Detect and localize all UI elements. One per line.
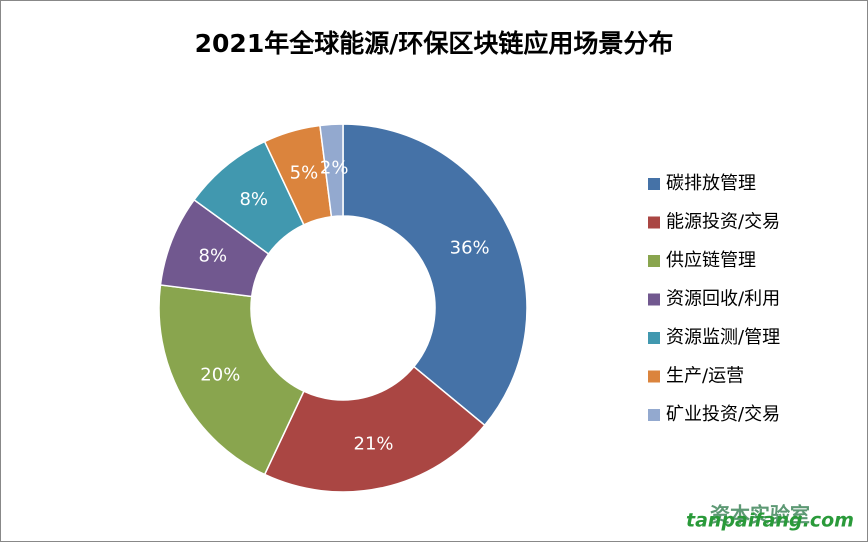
legend-swatch — [648, 178, 660, 190]
data-label: 5% — [290, 163, 319, 184]
donut-slice — [158, 284, 305, 476]
legend-label: 矿业投资/交易 — [666, 404, 780, 425]
legend-swatch — [648, 332, 660, 344]
data-label: 8% — [199, 245, 228, 266]
legend-label: 生产/运营 — [666, 366, 744, 387]
watermark: tanpaifang.com — [686, 510, 854, 532]
donut-slice — [263, 365, 486, 493]
data-label: 21% — [354, 434, 394, 455]
legend-label: 碳排放管理 — [666, 173, 756, 194]
legend-swatch — [648, 255, 660, 267]
legend-swatch — [648, 370, 660, 383]
donut-slice — [342, 123, 528, 427]
data-label: 8% — [239, 189, 268, 210]
donut-slice — [319, 123, 344, 218]
chart-title: 2021年全球能源/环保区块链应用场景分布 — [195, 29, 674, 58]
legend-label: 供应链管理 — [666, 250, 756, 271]
legend-swatch — [648, 409, 660, 421]
data-label: 2% — [320, 157, 349, 178]
data-label: 36% — [450, 237, 490, 258]
legend-swatch — [648, 293, 660, 306]
legend-swatch — [648, 216, 660, 229]
data-label: 20% — [200, 364, 240, 385]
legend-label: 能源投资/交易 — [666, 212, 780, 233]
legend-label: 资源监测/管理 — [666, 327, 780, 348]
watermark: 资本实验室 — [710, 503, 810, 527]
legend-label: 资源回收/利用 — [666, 289, 780, 310]
